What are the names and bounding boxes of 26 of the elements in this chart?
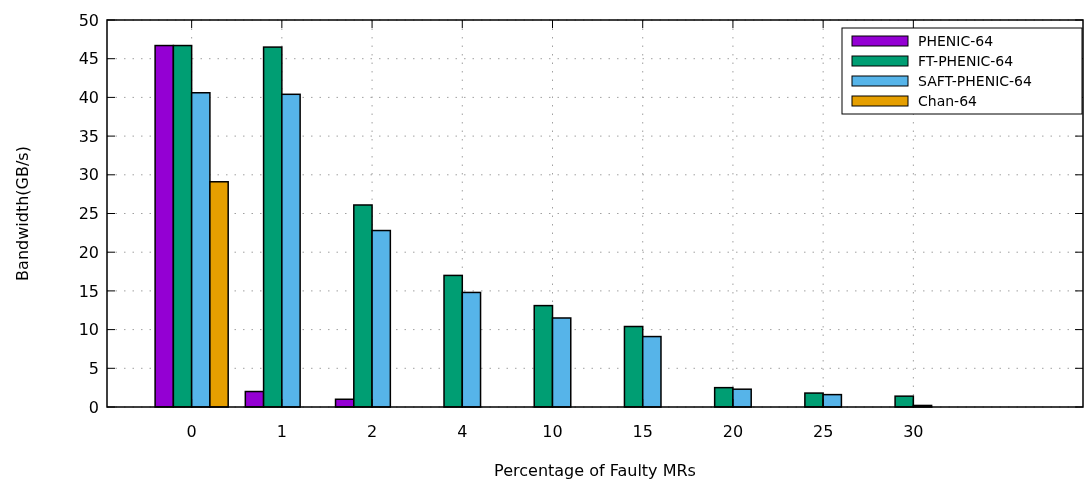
x-tick-label: 30 (903, 422, 924, 441)
y-tick-label: 35 (78, 126, 99, 146)
x-axis-title: Percentage of Faulty MRs (494, 461, 696, 480)
legend-label: SAFT-PHENIC-64 (918, 72, 1032, 89)
y-tick-label: 10 (78, 320, 99, 340)
x-tick-label: 4 (457, 422, 468, 441)
x-tick-label: 15 (632, 422, 653, 441)
y-tick-label: 0 (88, 397, 99, 417)
y-tick-label: 30 (78, 165, 99, 185)
x-tick-label: 20 (722, 422, 744, 441)
x-tick-label: 10 (542, 422, 563, 441)
x-tick-label: 1 (276, 422, 287, 441)
legend-label: PHENIC-64 (918, 32, 994, 49)
x-tick-label: 0 (186, 422, 197, 441)
legend-label: FT-PHENIC-64 (918, 52, 1014, 69)
y-tick-label: 25 (78, 204, 99, 224)
x-tick-label: 2 (366, 422, 378, 441)
x-tick-label: 25 (812, 422, 834, 441)
y-tick-label: 5 (88, 358, 99, 378)
legend-label: Chan-64 (918, 92, 978, 109)
y-tick-label: 45 (78, 49, 99, 69)
y-axis-title: Bandwidth(GB/s) (13, 146, 32, 281)
y-tick-label: 15 (78, 281, 99, 301)
y-tick-label: 50 (78, 10, 99, 30)
y-tick-label: 20 (78, 242, 99, 262)
y-tick-label: 40 (78, 88, 99, 107)
